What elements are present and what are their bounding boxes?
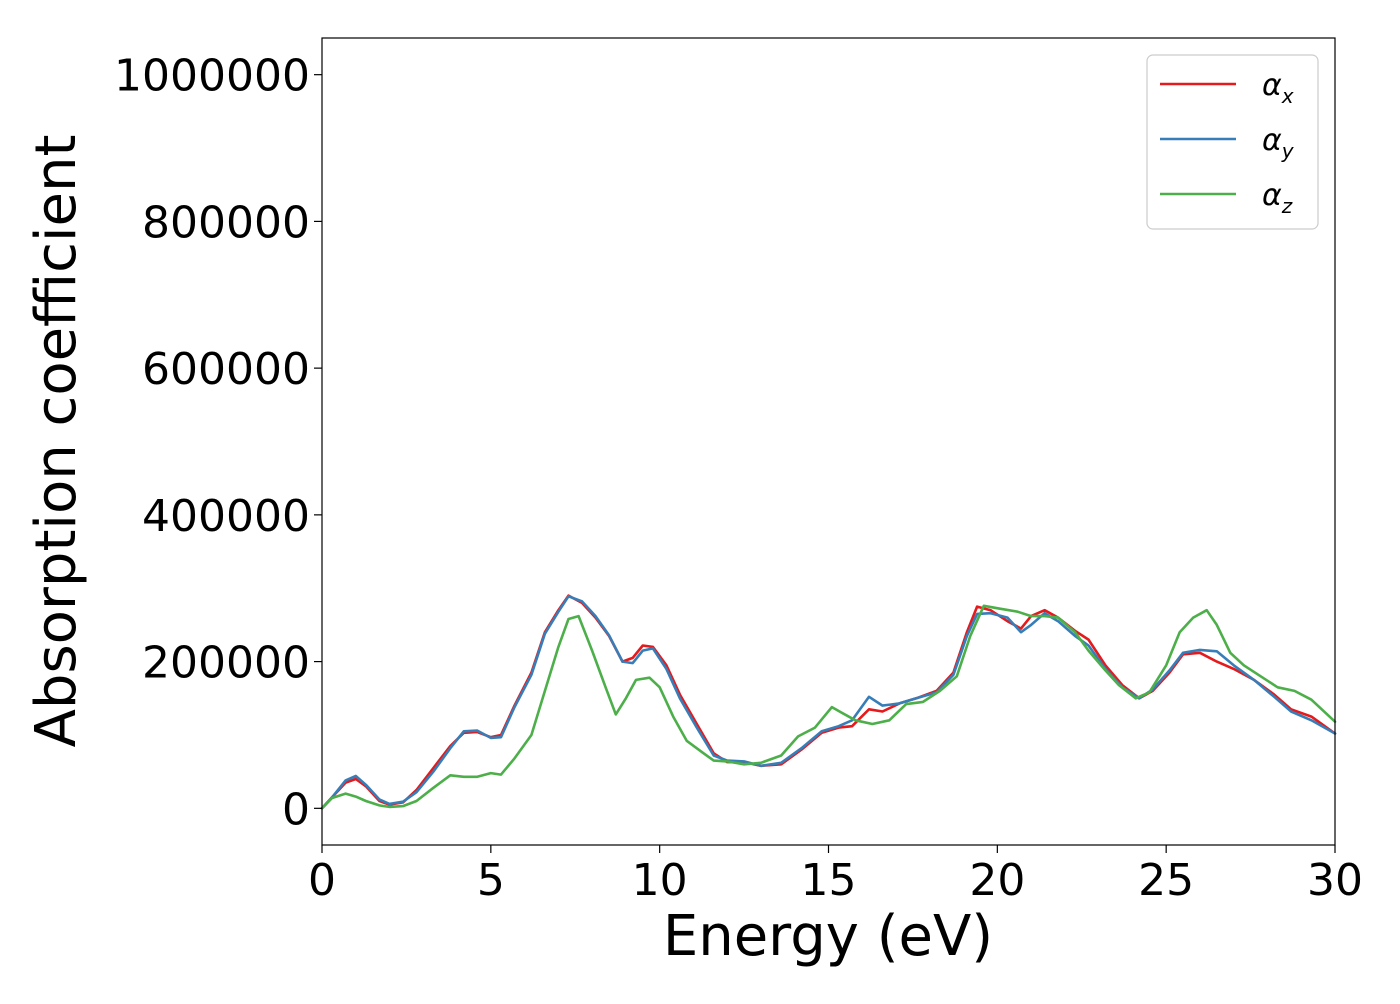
legend-label-z: αz [1262,178,1293,218]
series-layer [320,594,1337,810]
legend-label-x: αx [1262,68,1294,108]
x-tick-label: 20 [969,855,1025,906]
y-tick-label: 1000000 [114,51,310,102]
legend: αx αy αz [1146,54,1319,230]
y-axis-title: Absorption coefficient [24,135,89,748]
x-tick-label: 30 [1307,855,1363,906]
x-tick-label: 25 [1138,855,1194,906]
legend-box [1146,54,1319,230]
y-tick-label: 800000 [142,197,310,248]
x-tick-label: 0 [308,855,336,906]
y-tick-label: 600000 [142,344,310,395]
y-tick-label: 0 [282,784,310,835]
x-axis-title: Energy (eV) [663,904,993,969]
x-tick-label: 10 [632,855,688,906]
y-axis: 0 200000 400000 600000 800000 1000000 [114,51,322,835]
y-tick-label: 400000 [142,491,310,542]
series-line-y [320,595,1337,810]
x-tick-label: 15 [801,855,857,906]
legend-label-y: αy [1262,123,1295,163]
y-tick-label: 200000 [142,638,310,689]
series-line-z [320,604,1337,810]
x-axis: 0 5 10 15 20 25 30 [308,845,1363,906]
x-tick-label: 5 [477,855,505,906]
